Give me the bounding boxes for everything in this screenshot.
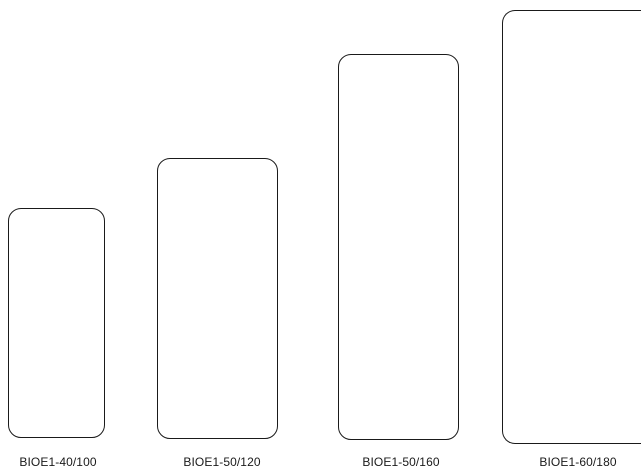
model-label-40-100: BIOE1-40/100 <box>19 455 97 469</box>
panel-outline-60-180 <box>502 10 641 444</box>
panel-outline-50-120 <box>157 158 278 439</box>
model-label-50-160: BIOE1-50/160 <box>362 455 440 469</box>
panel-outline-40-100 <box>8 208 105 438</box>
model-label-60-180: BIOE1-60/180 <box>539 455 617 469</box>
model-label-50-120: BIOE1-50/120 <box>183 455 261 469</box>
panel-outline-50-160 <box>338 54 459 440</box>
